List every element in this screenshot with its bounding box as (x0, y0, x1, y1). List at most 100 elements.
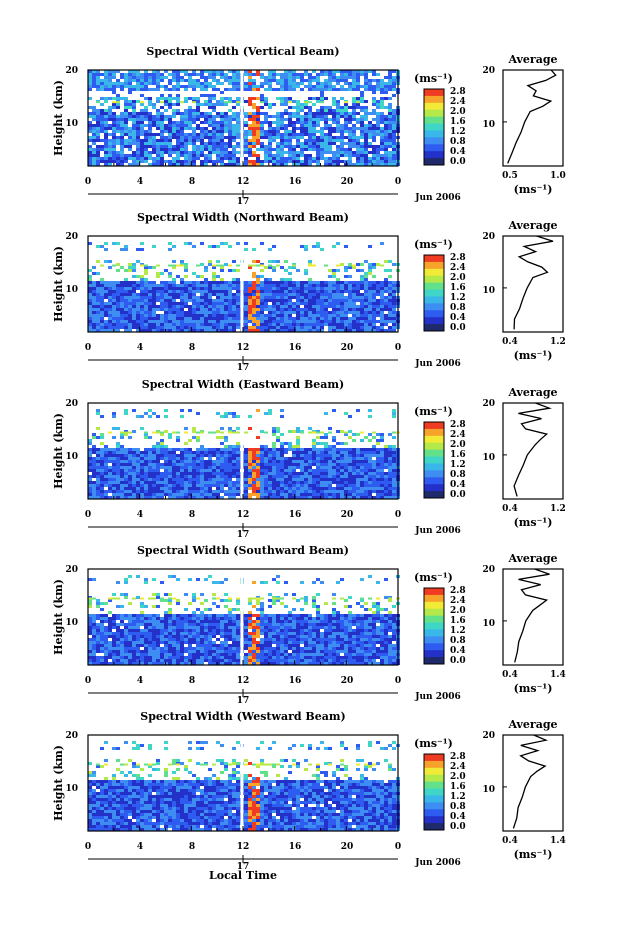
heatmap-cell (360, 451, 364, 454)
heatmap-cell (328, 311, 332, 314)
heatmap-cell (184, 118, 188, 121)
heatmap-cell (372, 326, 376, 329)
heatmap-cell (144, 85, 148, 88)
heatmap-cell (328, 445, 332, 448)
heatmap-cell (336, 242, 340, 245)
heatmap-cell (368, 130, 372, 133)
heatmap-cell (352, 463, 356, 466)
heatmap-cell (188, 154, 192, 157)
heatmap-cell (116, 442, 120, 445)
heatmap-cell (368, 415, 372, 418)
heatmap-cell (176, 317, 180, 320)
heatmap-cell (172, 317, 176, 320)
heatmap-cell (368, 314, 372, 317)
heatmap-cell (148, 436, 152, 439)
heatmap-cell (300, 287, 304, 290)
heatmap-cell (160, 127, 164, 130)
heatmap-cell (352, 139, 356, 142)
heatmap-cell (256, 121, 260, 124)
heatmap-cell (196, 454, 200, 457)
heatmap-cell (220, 265, 224, 267)
heatmap-cell (264, 490, 268, 493)
heatmap-cell (220, 112, 224, 115)
heatmap-cell (204, 94, 208, 97)
heatmap-cell (104, 112, 108, 115)
heatmap-cell (200, 466, 204, 469)
heatmap-cell (116, 130, 120, 133)
heatmap-cell (96, 290, 100, 293)
heatmap-cell (180, 133, 184, 136)
heatmap-cell (96, 115, 100, 118)
heatmap-cell (116, 481, 120, 484)
heatmap-cell (296, 466, 300, 469)
heatmap-cell (364, 79, 368, 82)
heatmap-cell (136, 142, 140, 145)
heatmap-cell (184, 305, 188, 308)
heatmap-cell (108, 305, 112, 308)
heatmap-cell (256, 320, 260, 323)
heatmap-cell (116, 308, 120, 311)
heatmap-cell (308, 472, 312, 475)
heatmap-cell (216, 308, 220, 311)
heatmap-cell (304, 326, 308, 329)
heatmap-cell (232, 130, 236, 133)
heatmap-cell (324, 463, 328, 466)
heatmap-cell (284, 302, 288, 305)
heatmap-cell (328, 326, 332, 329)
heatmap-cell (180, 299, 184, 302)
heatmap-cell (228, 427, 232, 430)
heatmap-cell (232, 124, 236, 127)
heatmap-cell (116, 121, 120, 124)
heatmap-cell (312, 299, 316, 302)
heatmap-cell (356, 320, 360, 323)
heatmap-cell (248, 311, 252, 314)
heatmap-cell (116, 151, 120, 154)
heatmap-cell (180, 160, 184, 163)
heatmap-cell (368, 157, 372, 160)
heatmap-cell (112, 242, 116, 245)
heatmap-cell (192, 305, 196, 308)
heatmap-cell (292, 157, 296, 160)
heatmap-cell (196, 85, 200, 88)
heatmap-cell (136, 112, 140, 115)
heatmap-cell (168, 94, 172, 97)
heatmap-cell (300, 481, 304, 484)
heatmap-cell (260, 466, 264, 469)
heatmap-cell (268, 314, 272, 317)
heatmap-cell (332, 323, 336, 326)
heatmap-cell (92, 484, 96, 487)
heatmap-cell (100, 448, 104, 451)
heatmap-cell (296, 305, 300, 308)
heatmap-cell (140, 451, 144, 454)
heatmap-cell (260, 490, 264, 493)
heatmap-cell (228, 454, 232, 457)
heatmap-cell (200, 448, 204, 451)
heatmap-cell (380, 103, 384, 106)
heatmap-cell (304, 101, 308, 103)
heatmap-cell (340, 487, 344, 490)
heatmap-cell (124, 299, 128, 302)
heatmap-cell (188, 118, 192, 121)
heatmap-cell (144, 136, 148, 139)
heatmap-cell (288, 142, 292, 145)
heatmap-cell (132, 299, 136, 302)
heatmap-cell (128, 448, 132, 451)
heatmap-cell (212, 311, 216, 314)
heatmap-cell (188, 317, 192, 320)
heatmap-cell (164, 100, 168, 103)
heatmap-cell (356, 308, 360, 311)
heatmap-cell (228, 157, 232, 160)
heatmap-cell (380, 136, 384, 139)
heatmap-cell (372, 460, 376, 463)
heatmap-cell (244, 73, 248, 76)
heatmap-cell (96, 281, 100, 284)
heatmap-cell (232, 106, 236, 109)
heatmap-cell (140, 242, 144, 245)
heatmap-cell (244, 460, 248, 463)
heatmap-cell (348, 436, 352, 439)
heatmap-cell (292, 151, 296, 154)
heatmap-cell (356, 121, 360, 124)
heatmap-cell (228, 154, 232, 157)
heatmap-cell (152, 493, 156, 496)
heatmap-cell (176, 454, 180, 457)
